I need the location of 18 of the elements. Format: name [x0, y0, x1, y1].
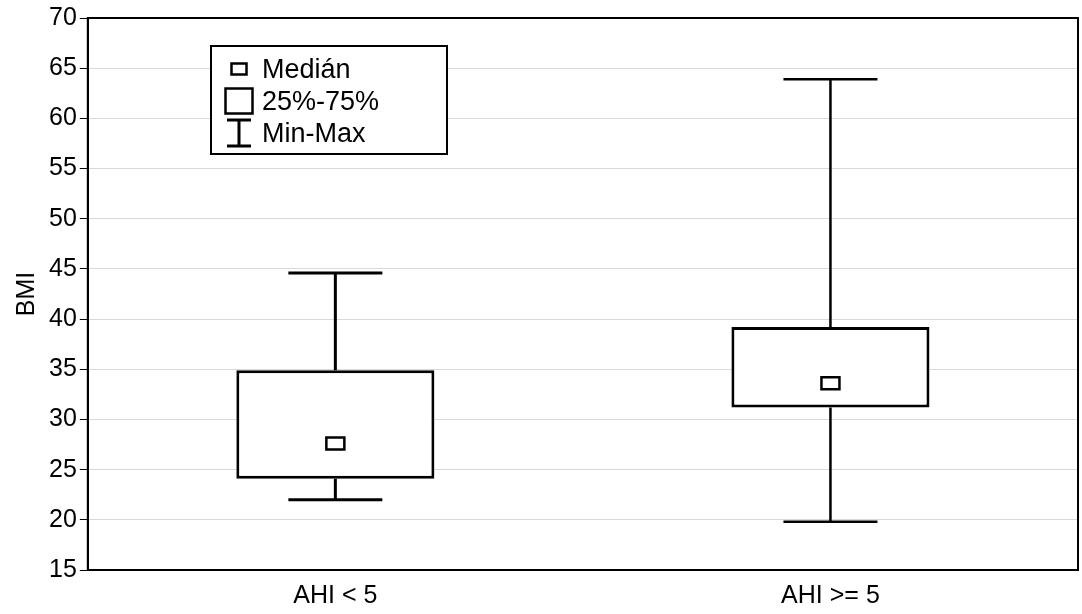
annotation: 25%-75%	[262, 85, 380, 117]
y-tick-label: 65	[49, 52, 77, 81]
y-tick-label: 40	[49, 302, 77, 331]
y-tick-label: 25	[49, 453, 77, 482]
y-axis-title: BMI	[10, 271, 39, 317]
y-tick-label: 15	[49, 553, 77, 582]
y-tick-label: 45	[49, 252, 77, 281]
y-tick-label: 60	[49, 102, 77, 131]
x-tick-label: AHI >= 5	[781, 579, 880, 608]
y-tick-label: 30	[49, 403, 77, 432]
x-tick-label: AHI < 5	[293, 579, 378, 608]
annotation: Medián	[262, 53, 351, 85]
y-tick-label: 50	[49, 202, 77, 231]
annotation: Min-Max	[262, 117, 366, 149]
y-tick-label: 70	[49, 1, 77, 30]
y-tick-label: 20	[49, 503, 77, 532]
y-tick-label: 35	[49, 353, 77, 382]
y-tick-label: 55	[49, 152, 77, 181]
